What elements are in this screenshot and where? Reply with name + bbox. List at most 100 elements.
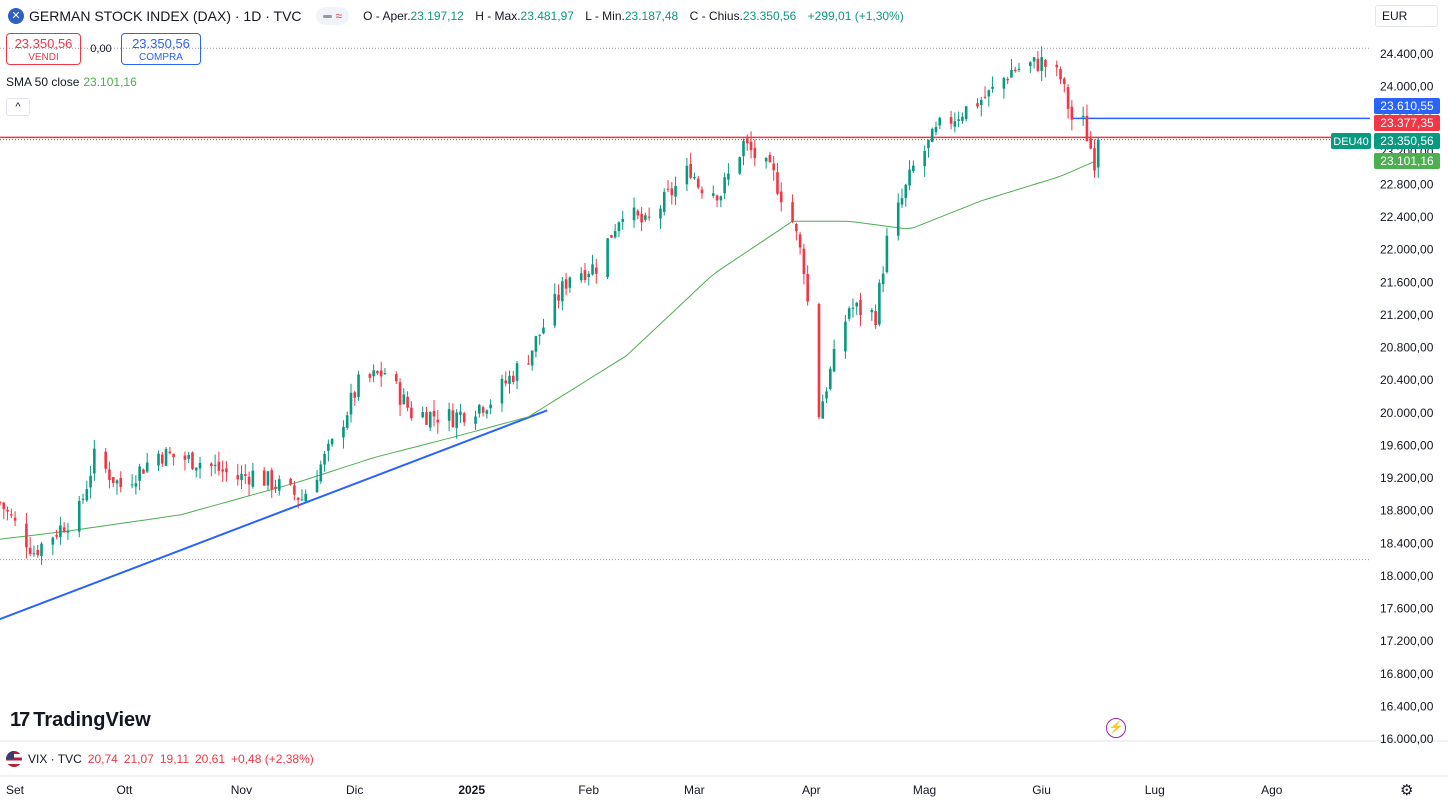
candle-body	[111, 477, 115, 483]
sell-button[interactable]: 23.350,56 VENDI	[6, 33, 81, 65]
candle-body	[293, 485, 296, 495]
candle-body	[81, 498, 85, 500]
sma-value: 23.101,16	[83, 75, 137, 89]
symbol-close-icon[interactable]: ✕	[8, 8, 24, 24]
x-tick-label: Mar	[684, 783, 705, 797]
candle-body	[938, 117, 942, 126]
candle-body	[1085, 115, 1089, 142]
candle-body	[530, 350, 534, 366]
candle-body	[949, 117, 953, 124]
candle-body	[961, 116, 964, 121]
candle-body	[210, 463, 213, 467]
candle-body	[104, 451, 107, 469]
x-tick-label: Mag	[913, 783, 936, 797]
candle-body	[428, 412, 432, 428]
tradingview-logo[interactable]: 17 TradingView	[10, 709, 151, 732]
candle-body	[451, 410, 455, 428]
candle-body	[353, 392, 357, 398]
candle-body	[327, 443, 330, 451]
candle-body	[900, 198, 904, 205]
candle-body	[240, 473, 243, 481]
price-label: 23.610,55	[1380, 99, 1434, 113]
candle-body	[478, 404, 481, 414]
candle-body	[647, 216, 651, 218]
candle-body	[13, 517, 17, 521]
symbol-title[interactable]: GERMAN STOCK INDEX (DAX) · 1D · TVC	[29, 8, 302, 24]
candle-body	[806, 273, 809, 302]
candle-body	[115, 480, 119, 484]
y-tick-label: 19.200,00	[1380, 471, 1434, 485]
lightning-icon[interactable]: ⚡	[1106, 718, 1126, 738]
candle-body	[1093, 148, 1096, 171]
candle-body	[930, 128, 934, 143]
currency-selector[interactable]: EUR	[1375, 5, 1438, 27]
sma-line	[0, 161, 1095, 540]
buy-label: COMPRA	[139, 52, 183, 63]
candle-body	[798, 234, 802, 248]
candle-body	[481, 407, 485, 413]
candle-body	[345, 415, 349, 428]
x-tick-label: Ott	[116, 783, 133, 797]
candle-body	[2, 502, 6, 510]
candle-body	[289, 478, 292, 484]
candle-body	[36, 549, 40, 556]
vix-open: 20,74	[87, 752, 118, 766]
y-tick-label: 17.600,00	[1380, 602, 1434, 616]
candle-body	[847, 308, 851, 319]
candle-body	[696, 178, 700, 188]
candle-body	[855, 302, 859, 307]
y-tick-label: 18.400,00	[1380, 536, 1434, 550]
candle-body	[1032, 57, 1036, 62]
symbol-tag-bg	[1331, 133, 1371, 149]
candle-body	[779, 191, 783, 203]
candle-body	[172, 453, 175, 458]
wave-icon: ≈	[335, 9, 343, 23]
y-tick-label: 20.400,00	[1380, 373, 1434, 387]
tradingview-wordmark: TradingView	[33, 709, 151, 731]
candle-body	[591, 264, 594, 275]
candle-body	[1070, 106, 1074, 120]
candle-body	[55, 535, 58, 537]
candle-body	[349, 392, 353, 415]
x-tick-label: Ago	[1261, 783, 1283, 797]
y-tick-label: 18.000,00	[1380, 569, 1434, 583]
buy-button[interactable]: 23.350,56 COMPRA	[121, 33, 201, 65]
candle-body	[462, 413, 466, 423]
candle-body	[157, 453, 160, 466]
candle-body	[908, 169, 911, 186]
tradingview-mark-icon: 17	[10, 709, 30, 731]
candle-body	[213, 464, 217, 467]
chart-style-pill[interactable]: ≈	[315, 7, 350, 25]
candle-body	[745, 138, 749, 144]
sell-price: 23.350,56	[14, 36, 73, 51]
candle-body	[829, 368, 832, 389]
candle-body	[277, 479, 281, 491]
candle-body	[983, 96, 987, 98]
candle-body	[595, 267, 598, 274]
x-tick-label: Apr	[802, 783, 821, 797]
candle-body	[474, 416, 477, 424]
candle-body	[753, 147, 757, 159]
candle-body	[270, 470, 274, 490]
candle-body	[844, 321, 847, 352]
settings-gear-icon[interactable]: ⚙	[1400, 782, 1414, 799]
candle-body	[557, 294, 560, 301]
candle-body	[666, 188, 670, 190]
candle-body	[534, 336, 538, 352]
candle-body	[6, 509, 9, 512]
collapse-legend-button[interactable]: ^	[6, 98, 30, 116]
y-tick-label: 16.400,00	[1380, 699, 1434, 713]
candle-body	[1066, 87, 1070, 109]
candle-body	[1089, 138, 1093, 149]
vix-name: VIX · TVC	[28, 752, 82, 766]
vix-legend[interactable]: VIX · TVC 20,74 21,07 19,11 20,61 +0,48 …	[6, 751, 314, 767]
candle-body	[368, 374, 372, 378]
candle-body	[138, 466, 141, 481]
candle-body	[198, 463, 202, 469]
candle-body	[561, 281, 564, 302]
candle-body	[402, 394, 406, 405]
sma-legend[interactable]: SMA 50 close 23.101,16	[6, 75, 137, 89]
ohlc-readout: O - Aper.23.197,12 H - Max.23.481,97 L -…	[363, 9, 904, 23]
candle-body	[425, 412, 428, 425]
